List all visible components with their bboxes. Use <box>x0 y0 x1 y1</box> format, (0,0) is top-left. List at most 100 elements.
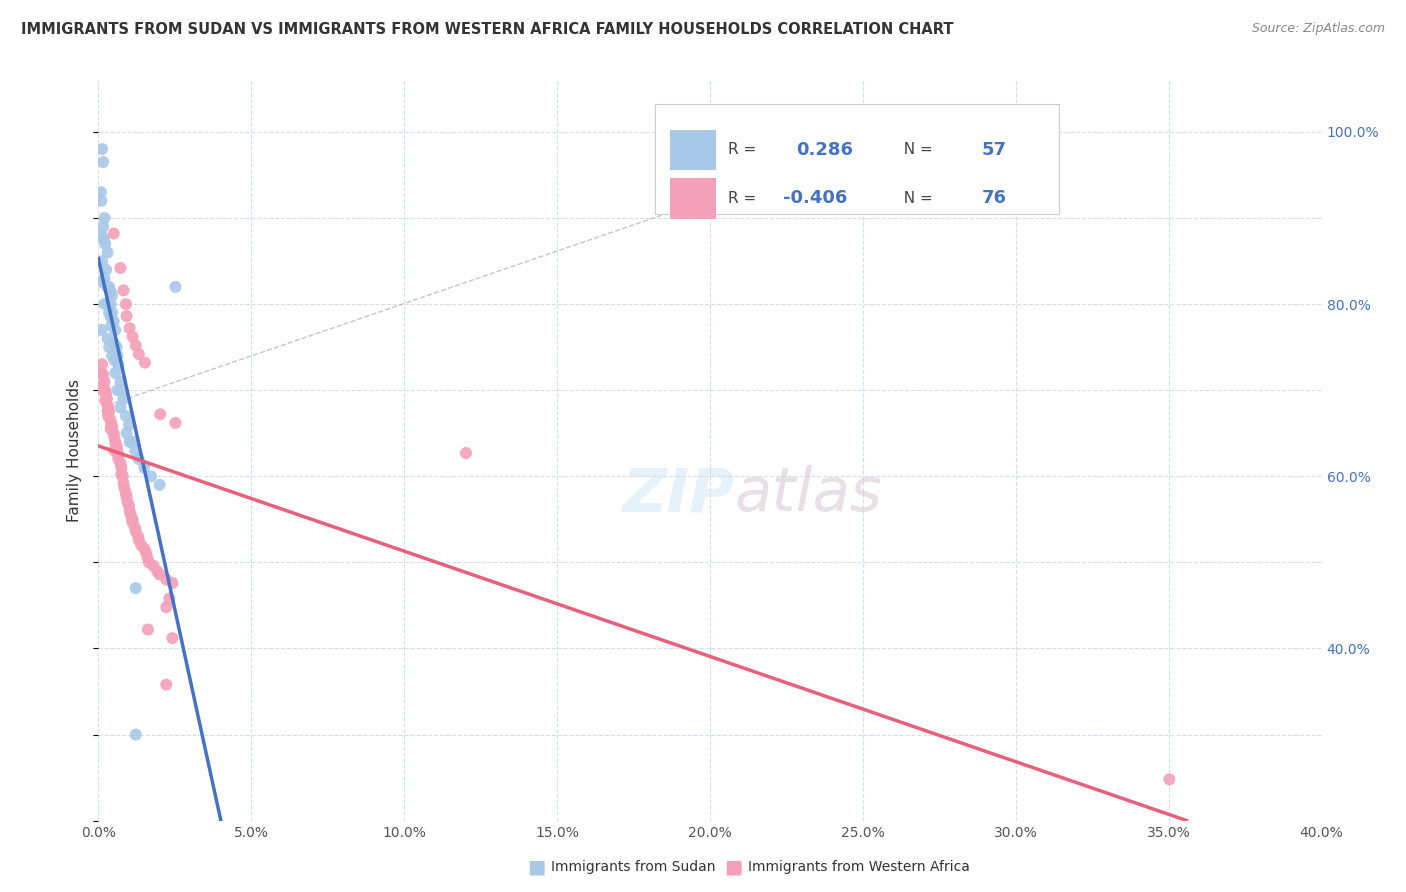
Point <box>101 288 124 302</box>
Point <box>98 340 121 354</box>
Text: N =: N = <box>894 143 938 158</box>
Point <box>97 409 120 423</box>
Text: 0.286: 0.286 <box>796 141 852 159</box>
Point <box>135 545 157 559</box>
Point <box>94 262 117 277</box>
Point <box>121 512 143 526</box>
Point <box>112 481 135 495</box>
Point <box>142 558 165 573</box>
Point <box>90 366 112 380</box>
Text: ■: ■ <box>724 857 742 877</box>
Point <box>115 409 138 423</box>
Point <box>100 417 122 432</box>
Point <box>112 476 135 491</box>
Point <box>121 434 143 449</box>
Point <box>90 228 112 243</box>
Point <box>97 245 120 260</box>
Point <box>100 422 122 436</box>
Point <box>112 283 135 297</box>
Text: Source: ZipAtlas.com: Source: ZipAtlas.com <box>1251 22 1385 36</box>
Point <box>104 366 127 380</box>
Point <box>97 401 120 415</box>
Point <box>125 581 148 595</box>
Point <box>103 353 125 368</box>
Point <box>110 375 132 389</box>
Point <box>117 495 139 509</box>
Point <box>94 393 117 408</box>
Point <box>98 280 121 294</box>
Point <box>134 356 156 370</box>
Point <box>118 434 141 449</box>
Point <box>121 512 143 526</box>
Point <box>91 155 114 169</box>
Point <box>146 564 169 578</box>
Point <box>107 452 129 467</box>
Point <box>115 426 138 441</box>
Point <box>127 530 149 544</box>
Point <box>110 401 132 415</box>
Y-axis label: Family Households: Family Households <box>67 379 83 522</box>
Point <box>128 533 150 547</box>
Point <box>97 297 120 311</box>
Point <box>94 387 117 401</box>
Point <box>118 504 141 518</box>
Point <box>134 541 156 556</box>
Point <box>165 416 187 430</box>
Point <box>90 194 112 208</box>
Point <box>165 280 187 294</box>
Point <box>91 219 114 234</box>
Point <box>118 499 141 513</box>
Point <box>125 727 148 741</box>
Text: Immigrants from Western Africa: Immigrants from Western Africa <box>748 860 970 874</box>
Text: R =: R = <box>728 191 762 206</box>
Point <box>162 631 184 645</box>
Point <box>110 456 132 470</box>
Point <box>128 347 150 361</box>
Point <box>96 392 118 406</box>
Point <box>115 309 138 323</box>
Text: ZIP: ZIP <box>623 466 734 524</box>
Point <box>111 469 134 483</box>
Point <box>103 335 125 350</box>
Text: 57: 57 <box>981 141 1007 159</box>
Point <box>155 600 177 615</box>
Point <box>101 419 124 434</box>
Point <box>155 678 177 692</box>
Point <box>103 443 125 458</box>
Point <box>115 486 138 500</box>
Point <box>115 297 138 311</box>
Point <box>110 260 132 275</box>
Point <box>105 340 128 354</box>
Point <box>94 236 117 251</box>
Point <box>110 383 132 397</box>
Point <box>103 426 125 441</box>
Point <box>105 349 128 363</box>
Point <box>91 254 114 268</box>
Bar <box>669 129 716 170</box>
Text: atlas: atlas <box>734 466 883 524</box>
Point <box>149 567 172 582</box>
Point <box>100 413 122 427</box>
Point <box>139 469 162 483</box>
Point <box>94 383 117 397</box>
Point <box>454 446 477 460</box>
Point <box>100 310 122 324</box>
Point <box>155 573 177 587</box>
Point <box>103 314 125 328</box>
Point <box>90 323 112 337</box>
Point <box>129 538 152 552</box>
Point <box>136 550 159 565</box>
Point <box>93 297 115 311</box>
Point <box>103 227 125 241</box>
Text: IMMIGRANTS FROM SUDAN VS IMMIGRANTS FROM WESTERN AFRICA FAMILY HOUSEHOLDS CORREL: IMMIGRANTS FROM SUDAN VS IMMIGRANTS FROM… <box>21 22 953 37</box>
Point <box>91 383 114 397</box>
Point <box>121 330 143 344</box>
Point <box>125 338 148 352</box>
Text: N =: N = <box>894 191 938 206</box>
Point <box>157 591 180 606</box>
Point <box>97 404 120 418</box>
Point <box>101 349 124 363</box>
Point <box>93 211 115 225</box>
Point <box>104 323 127 337</box>
Point <box>115 490 138 504</box>
